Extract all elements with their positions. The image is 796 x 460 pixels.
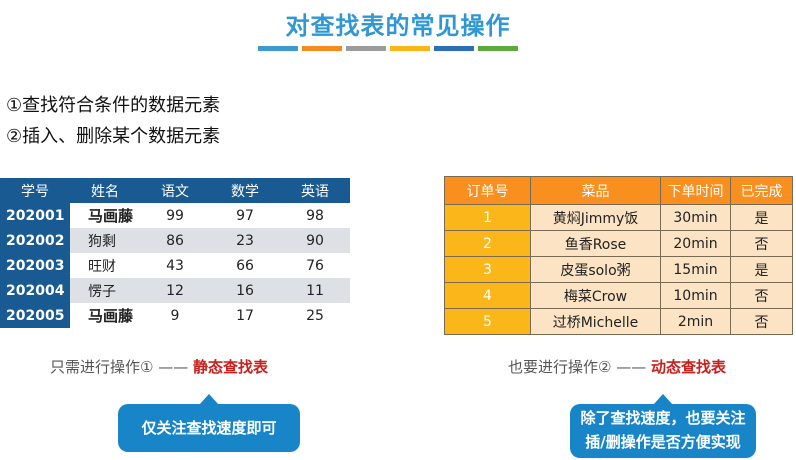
student-id: 202002 [0, 228, 70, 253]
score-math: 66 [236, 257, 254, 274]
score-chinese: 99 [166, 207, 184, 224]
caption-highlight: 动态查找表 [650, 358, 726, 376]
order-time: 30min [660, 204, 731, 231]
column-header: 菜品 [530, 176, 661, 205]
column-header: 已完成 [730, 176, 793, 205]
completed: 否 [730, 282, 793, 309]
score-english: 98 [306, 207, 324, 224]
caption-highlight: 静态查找表 [192, 358, 268, 376]
column-header: 语文 [140, 178, 210, 203]
completed: 是 [730, 256, 793, 283]
dish: 鱼香Rose [530, 230, 661, 257]
score-math: 23 [210, 228, 280, 253]
color-bar-segment [346, 46, 386, 51]
right-caption: 也要进行操作② —— 动态查找表 [508, 356, 726, 377]
left-callout-bubble: 仅关注查找速度即可 [118, 394, 300, 452]
color-bar-segment [258, 46, 298, 51]
operation-item: ①查找符合条件的数据元素 [6, 95, 221, 116]
student-id: 202003 [0, 253, 70, 278]
table-row: 3 皮蛋solo粥 15min 是 [444, 256, 793, 283]
column-header: 姓名 [70, 178, 140, 203]
left-caption: 只需进行操作① —— 静态查找表 [50, 356, 268, 377]
student-name: 旺财 [88, 258, 116, 275]
order-table: 订单号 菜品 下单时间 已完成 1 黄焖Jimmy饭 30min 是 2 鱼香R… [444, 176, 793, 335]
score-math: 97 [236, 207, 254, 224]
table-row: 202004 愣子 12 16 11 [0, 278, 350, 303]
color-bar-segment [434, 46, 474, 51]
score-math: 17 [236, 307, 254, 324]
caption-prefix: 只需进行操作① —— [50, 358, 193, 376]
score-math: 16 [210, 278, 280, 303]
right-callout-bubble: 除了查找速度，也要关注 插/删操作是否方便实现 [570, 394, 756, 458]
score-chinese: 86 [140, 228, 210, 253]
completed: 否 [730, 230, 793, 257]
color-bar-segment [390, 46, 430, 51]
dish: 皮蛋solo粥 [530, 256, 661, 283]
student-id: 202004 [0, 278, 70, 303]
dish: 梅菜Crow [530, 282, 661, 309]
score-english: 11 [280, 278, 350, 303]
student-table: 学号 姓名 语文 数学 英语 202001 马画藤 99 97 98 20200… [0, 178, 350, 328]
table-row: 1 黄焖Jimmy饭 30min 是 [444, 204, 793, 231]
dish: 过桥Michelle [530, 308, 661, 335]
bubble-line: 除了查找速度，也要关注 [580, 409, 746, 427]
color-bar-segment [302, 46, 342, 51]
color-bar [258, 46, 518, 51]
order-time: 20min [660, 230, 731, 257]
student-name: 马画藤 [88, 207, 134, 225]
bubble-line: 插/删操作是否方便实现 [585, 433, 741, 451]
dish: 黄焖Jimmy饭 [530, 204, 661, 231]
order-time: 10min [660, 282, 731, 309]
student-id: 202001 [0, 203, 70, 228]
order-id: 2 [444, 230, 531, 257]
score-chinese: 12 [140, 278, 210, 303]
table-row: 202003 旺财 43 66 76 [0, 253, 350, 278]
score-chinese: 9 [170, 307, 180, 324]
student-name: 马画藤 [88, 307, 134, 325]
table-header-row: 订单号 菜品 下单时间 已完成 [444, 176, 793, 205]
operation-item: ②插入、删除某个数据元素 [6, 126, 221, 147]
column-header: 数学 [210, 178, 280, 203]
student-name: 狗剩 [70, 228, 140, 253]
student-id: 202005 [0, 303, 70, 328]
order-id: 3 [444, 256, 531, 283]
order-time: 2min [660, 308, 731, 335]
completed: 是 [730, 204, 793, 231]
order-id: 4 [444, 282, 531, 309]
page-title: 对查找表的常见操作 [285, 12, 511, 40]
table-row: 2 鱼香Rose 20min 否 [444, 230, 793, 257]
score-english: 90 [280, 228, 350, 253]
score-english: 25 [306, 307, 324, 324]
table-row: 202005 马画藤 9 17 25 [0, 303, 350, 328]
column-header: 订单号 [444, 176, 531, 205]
table-row: 202002 狗剩 86 23 90 [0, 228, 350, 253]
order-id: 5 [444, 308, 531, 335]
column-header: 英语 [280, 178, 350, 203]
score-english: 76 [306, 257, 324, 274]
color-bar-segment [478, 46, 518, 51]
table-row: 5 过桥Michelle 2min 否 [444, 308, 793, 335]
student-name: 愣子 [70, 278, 140, 303]
column-header: 学号 [0, 178, 70, 203]
table-row: 4 梅菜Crow 10min 否 [444, 282, 793, 309]
score-chinese: 43 [166, 257, 184, 274]
order-time: 15min [660, 256, 731, 283]
operation-list: ①查找符合条件的数据元素 ②插入、删除某个数据元素 [6, 90, 220, 152]
order-id: 1 [444, 204, 531, 231]
table-header-row: 学号 姓名 语文 数学 英语 [0, 178, 350, 203]
completed: 否 [730, 308, 793, 335]
table-row: 202001 马画藤 99 97 98 [0, 203, 350, 228]
column-header: 下单时间 [660, 176, 731, 205]
caption-prefix: 也要进行操作② —— [508, 358, 651, 376]
